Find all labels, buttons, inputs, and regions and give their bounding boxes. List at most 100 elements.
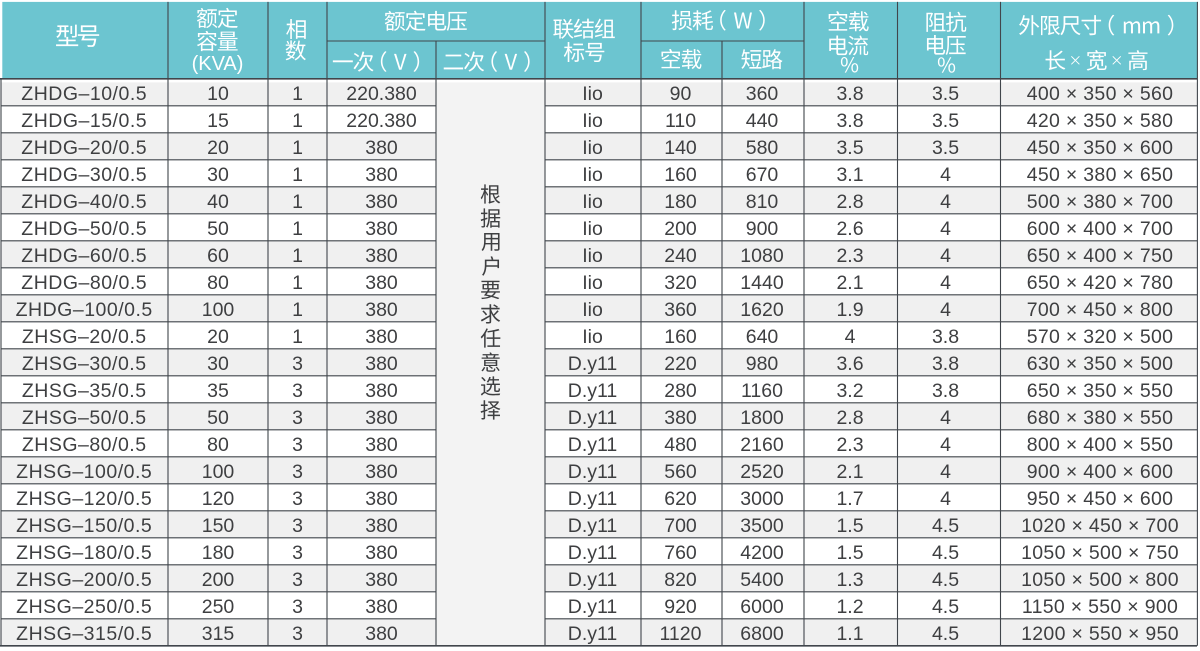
svg-text:D.y11: D.y11 bbox=[568, 542, 618, 564]
svg-text:810: 810 bbox=[746, 191, 779, 213]
svg-text:980: 980 bbox=[746, 353, 779, 375]
svg-text:4: 4 bbox=[940, 434, 951, 456]
svg-text:4: 4 bbox=[940, 218, 951, 240]
svg-text:4: 4 bbox=[845, 326, 856, 348]
svg-text:680 × 380 × 550: 680 × 380 × 550 bbox=[1027, 407, 1174, 429]
svg-text:3.6: 3.6 bbox=[836, 353, 863, 375]
svg-text:2.1: 2.1 bbox=[836, 272, 863, 294]
svg-text:Iio: Iio bbox=[582, 326, 603, 348]
svg-text:1: 1 bbox=[292, 110, 303, 132]
svg-text:1150 × 550 × 900: 1150 × 550 × 900 bbox=[1022, 596, 1178, 618]
svg-text:920: 920 bbox=[664, 596, 697, 618]
svg-text:Iio: Iio bbox=[582, 299, 603, 321]
svg-text:3000: 3000 bbox=[740, 488, 784, 510]
svg-text:250: 250 bbox=[202, 596, 235, 618]
svg-text:20: 20 bbox=[207, 137, 229, 159]
svg-text:1050 × 500 × 800: 1050 × 500 × 800 bbox=[1021, 569, 1179, 591]
svg-text:4: 4 bbox=[940, 245, 951, 267]
svg-text:4200: 4200 bbox=[740, 542, 784, 564]
svg-text:50: 50 bbox=[207, 407, 229, 429]
svg-text:650 × 400 × 750: 650 × 400 × 750 bbox=[1027, 245, 1174, 267]
svg-text:D.y11: D.y11 bbox=[568, 596, 618, 618]
svg-text:380: 380 bbox=[365, 245, 398, 267]
svg-text:280: 280 bbox=[664, 380, 697, 402]
svg-text:4.5: 4.5 bbox=[932, 515, 959, 537]
svg-text:30: 30 bbox=[207, 164, 229, 186]
svg-text:4: 4 bbox=[940, 488, 951, 510]
svg-text:3: 3 bbox=[292, 461, 303, 483]
svg-text:3.1: 3.1 bbox=[836, 164, 863, 186]
svg-text:2160: 2160 bbox=[740, 434, 784, 456]
svg-text:2.3: 2.3 bbox=[836, 245, 863, 267]
svg-text:ZHDG–100/0.5: ZHDG–100/0.5 bbox=[16, 299, 153, 321]
svg-text:620: 620 bbox=[664, 488, 697, 510]
svg-text:4.5: 4.5 bbox=[932, 542, 959, 564]
svg-text:1: 1 bbox=[292, 83, 303, 105]
svg-text:100: 100 bbox=[202, 461, 235, 483]
svg-text:420 × 350 × 580: 420 × 350 × 580 bbox=[1027, 110, 1174, 132]
svg-text:110: 110 bbox=[665, 110, 696, 132]
svg-text:380: 380 bbox=[365, 542, 398, 564]
svg-text:3: 3 bbox=[292, 515, 303, 537]
svg-text:200: 200 bbox=[664, 218, 697, 240]
svg-text:6000: 6000 bbox=[740, 596, 784, 618]
svg-text:ZHDG–60/0.5: ZHDG–60/0.5 bbox=[21, 245, 147, 267]
svg-text:Iio: Iio bbox=[582, 191, 603, 213]
svg-text:580: 580 bbox=[746, 137, 779, 159]
svg-text:380: 380 bbox=[664, 407, 697, 429]
svg-text:100: 100 bbox=[202, 299, 235, 321]
svg-text:15: 15 bbox=[207, 110, 229, 132]
svg-text:4: 4 bbox=[940, 191, 951, 213]
svg-text:700 × 450 × 800: 700 × 450 × 800 bbox=[1027, 299, 1174, 321]
svg-text:360: 360 bbox=[746, 83, 779, 105]
svg-text:3.8: 3.8 bbox=[836, 83, 863, 105]
svg-text:4: 4 bbox=[940, 407, 951, 429]
svg-text:ZHDG–40/0.5: ZHDG–40/0.5 bbox=[21, 191, 147, 213]
svg-text:640: 640 bbox=[746, 326, 779, 348]
svg-text:1800: 1800 bbox=[740, 407, 784, 429]
svg-text:3.8: 3.8 bbox=[932, 380, 959, 402]
svg-text:ZHSG–200/0.5: ZHSG–200/0.5 bbox=[16, 569, 152, 591]
svg-text:380: 380 bbox=[365, 515, 398, 537]
svg-text:380: 380 bbox=[365, 191, 398, 213]
svg-text:670: 670 bbox=[746, 164, 779, 186]
svg-text:4: 4 bbox=[940, 461, 951, 483]
svg-text:380: 380 bbox=[365, 272, 398, 294]
svg-text:ZHSG–120/0.5: ZHSG–120/0.5 bbox=[16, 488, 152, 510]
svg-text:3: 3 bbox=[292, 488, 303, 510]
svg-text:440: 440 bbox=[746, 110, 779, 132]
svg-text:380: 380 bbox=[365, 569, 398, 591]
svg-text:35: 35 bbox=[207, 380, 229, 402]
svg-text:650 × 350 × 550: 650 × 350 × 550 bbox=[1027, 380, 1174, 402]
svg-text:1440: 1440 bbox=[740, 272, 784, 294]
svg-text:10: 10 bbox=[207, 83, 229, 105]
svg-text:360: 360 bbox=[664, 299, 697, 321]
svg-text:950 × 450 × 600: 950 × 450 × 600 bbox=[1027, 488, 1174, 510]
svg-text:Iio: Iio bbox=[582, 83, 603, 105]
svg-text:D.y11: D.y11 bbox=[568, 488, 618, 510]
svg-text:1.2: 1.2 bbox=[836, 596, 863, 618]
svg-text:ZHDG–15/0.5: ZHDG–15/0.5 bbox=[21, 110, 147, 132]
svg-text:3.5: 3.5 bbox=[932, 83, 959, 105]
svg-text:ZHSG–180/0.5: ZHSG–180/0.5 bbox=[16, 542, 152, 564]
svg-text:380: 380 bbox=[365, 488, 398, 510]
svg-text:Iio: Iio bbox=[582, 164, 603, 186]
svg-text:1200 × 550 × 950: 1200 × 550 × 950 bbox=[1021, 623, 1179, 645]
svg-text:3: 3 bbox=[292, 542, 303, 564]
svg-text:ZHSG–30/0.5: ZHSG–30/0.5 bbox=[22, 353, 147, 375]
svg-text:480: 480 bbox=[664, 434, 697, 456]
svg-text:D.y11: D.y11 bbox=[568, 353, 618, 375]
svg-text:1120: 1120 bbox=[660, 623, 702, 645]
svg-text:ZHSG–315/0.5: ZHSG–315/0.5 bbox=[16, 623, 152, 645]
svg-text:220: 220 bbox=[664, 353, 697, 375]
svg-text:80: 80 bbox=[207, 434, 229, 456]
svg-text:220.380: 220.380 bbox=[346, 83, 417, 105]
svg-text:380: 380 bbox=[365, 326, 398, 348]
svg-text:800 × 400 × 550: 800 × 400 × 550 bbox=[1027, 434, 1174, 456]
svg-text:6800: 6800 bbox=[740, 623, 784, 645]
svg-text:3: 3 bbox=[292, 596, 303, 618]
svg-text:500 × 380 × 700: 500 × 380 × 700 bbox=[1027, 191, 1174, 213]
svg-text:4.5: 4.5 bbox=[932, 596, 959, 618]
svg-text:560: 560 bbox=[664, 461, 697, 483]
svg-text:1.7: 1.7 bbox=[836, 488, 863, 510]
